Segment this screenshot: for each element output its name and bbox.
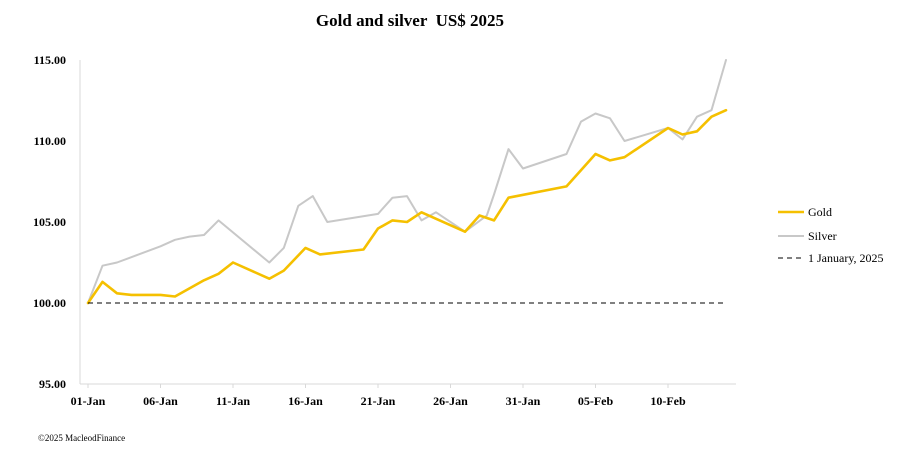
axes: 95.00 100.00 105.00 110.00 115.00 01-Jan 06-Ja… [33,53,736,408]
x-tick-label: 06-Jan [143,394,178,408]
x-tick-label: 05-Feb [578,394,614,408]
y-tick-label: 110.00 [34,134,66,148]
x-tick-label: 11-Jan [216,394,250,408]
silver-series-line [87,59,727,304]
x-tick-label: 26-Jan [433,394,468,408]
copyright-footer: ©2025 MacleodFinance [38,433,126,443]
y-tick-label: 105.00 [33,215,66,229]
chart-title: Gold and silver US$ 2025 [315,11,505,30]
legend: Gold Silver 1 January, 2025 [778,205,884,265]
x-tick-label: 21-Jan [361,394,396,408]
x-tick-label: 10-Feb [650,394,686,408]
x-tick-label: 16-Jan [288,394,323,408]
y-tick-label: 95.00 [39,377,66,391]
x-tick-label: 31-Jan [506,394,541,408]
legend-label: Silver [808,229,837,243]
y-tick-label: 115.00 [34,53,66,67]
gold-series-line [86,108,728,305]
series-lines [86,59,728,305]
legend-label: Gold [808,205,832,219]
y-tick-label: 100.00 [33,296,66,310]
legend-label: 1 January, 2025 [808,251,884,265]
x-tick-label: 01-Jan [71,394,106,408]
